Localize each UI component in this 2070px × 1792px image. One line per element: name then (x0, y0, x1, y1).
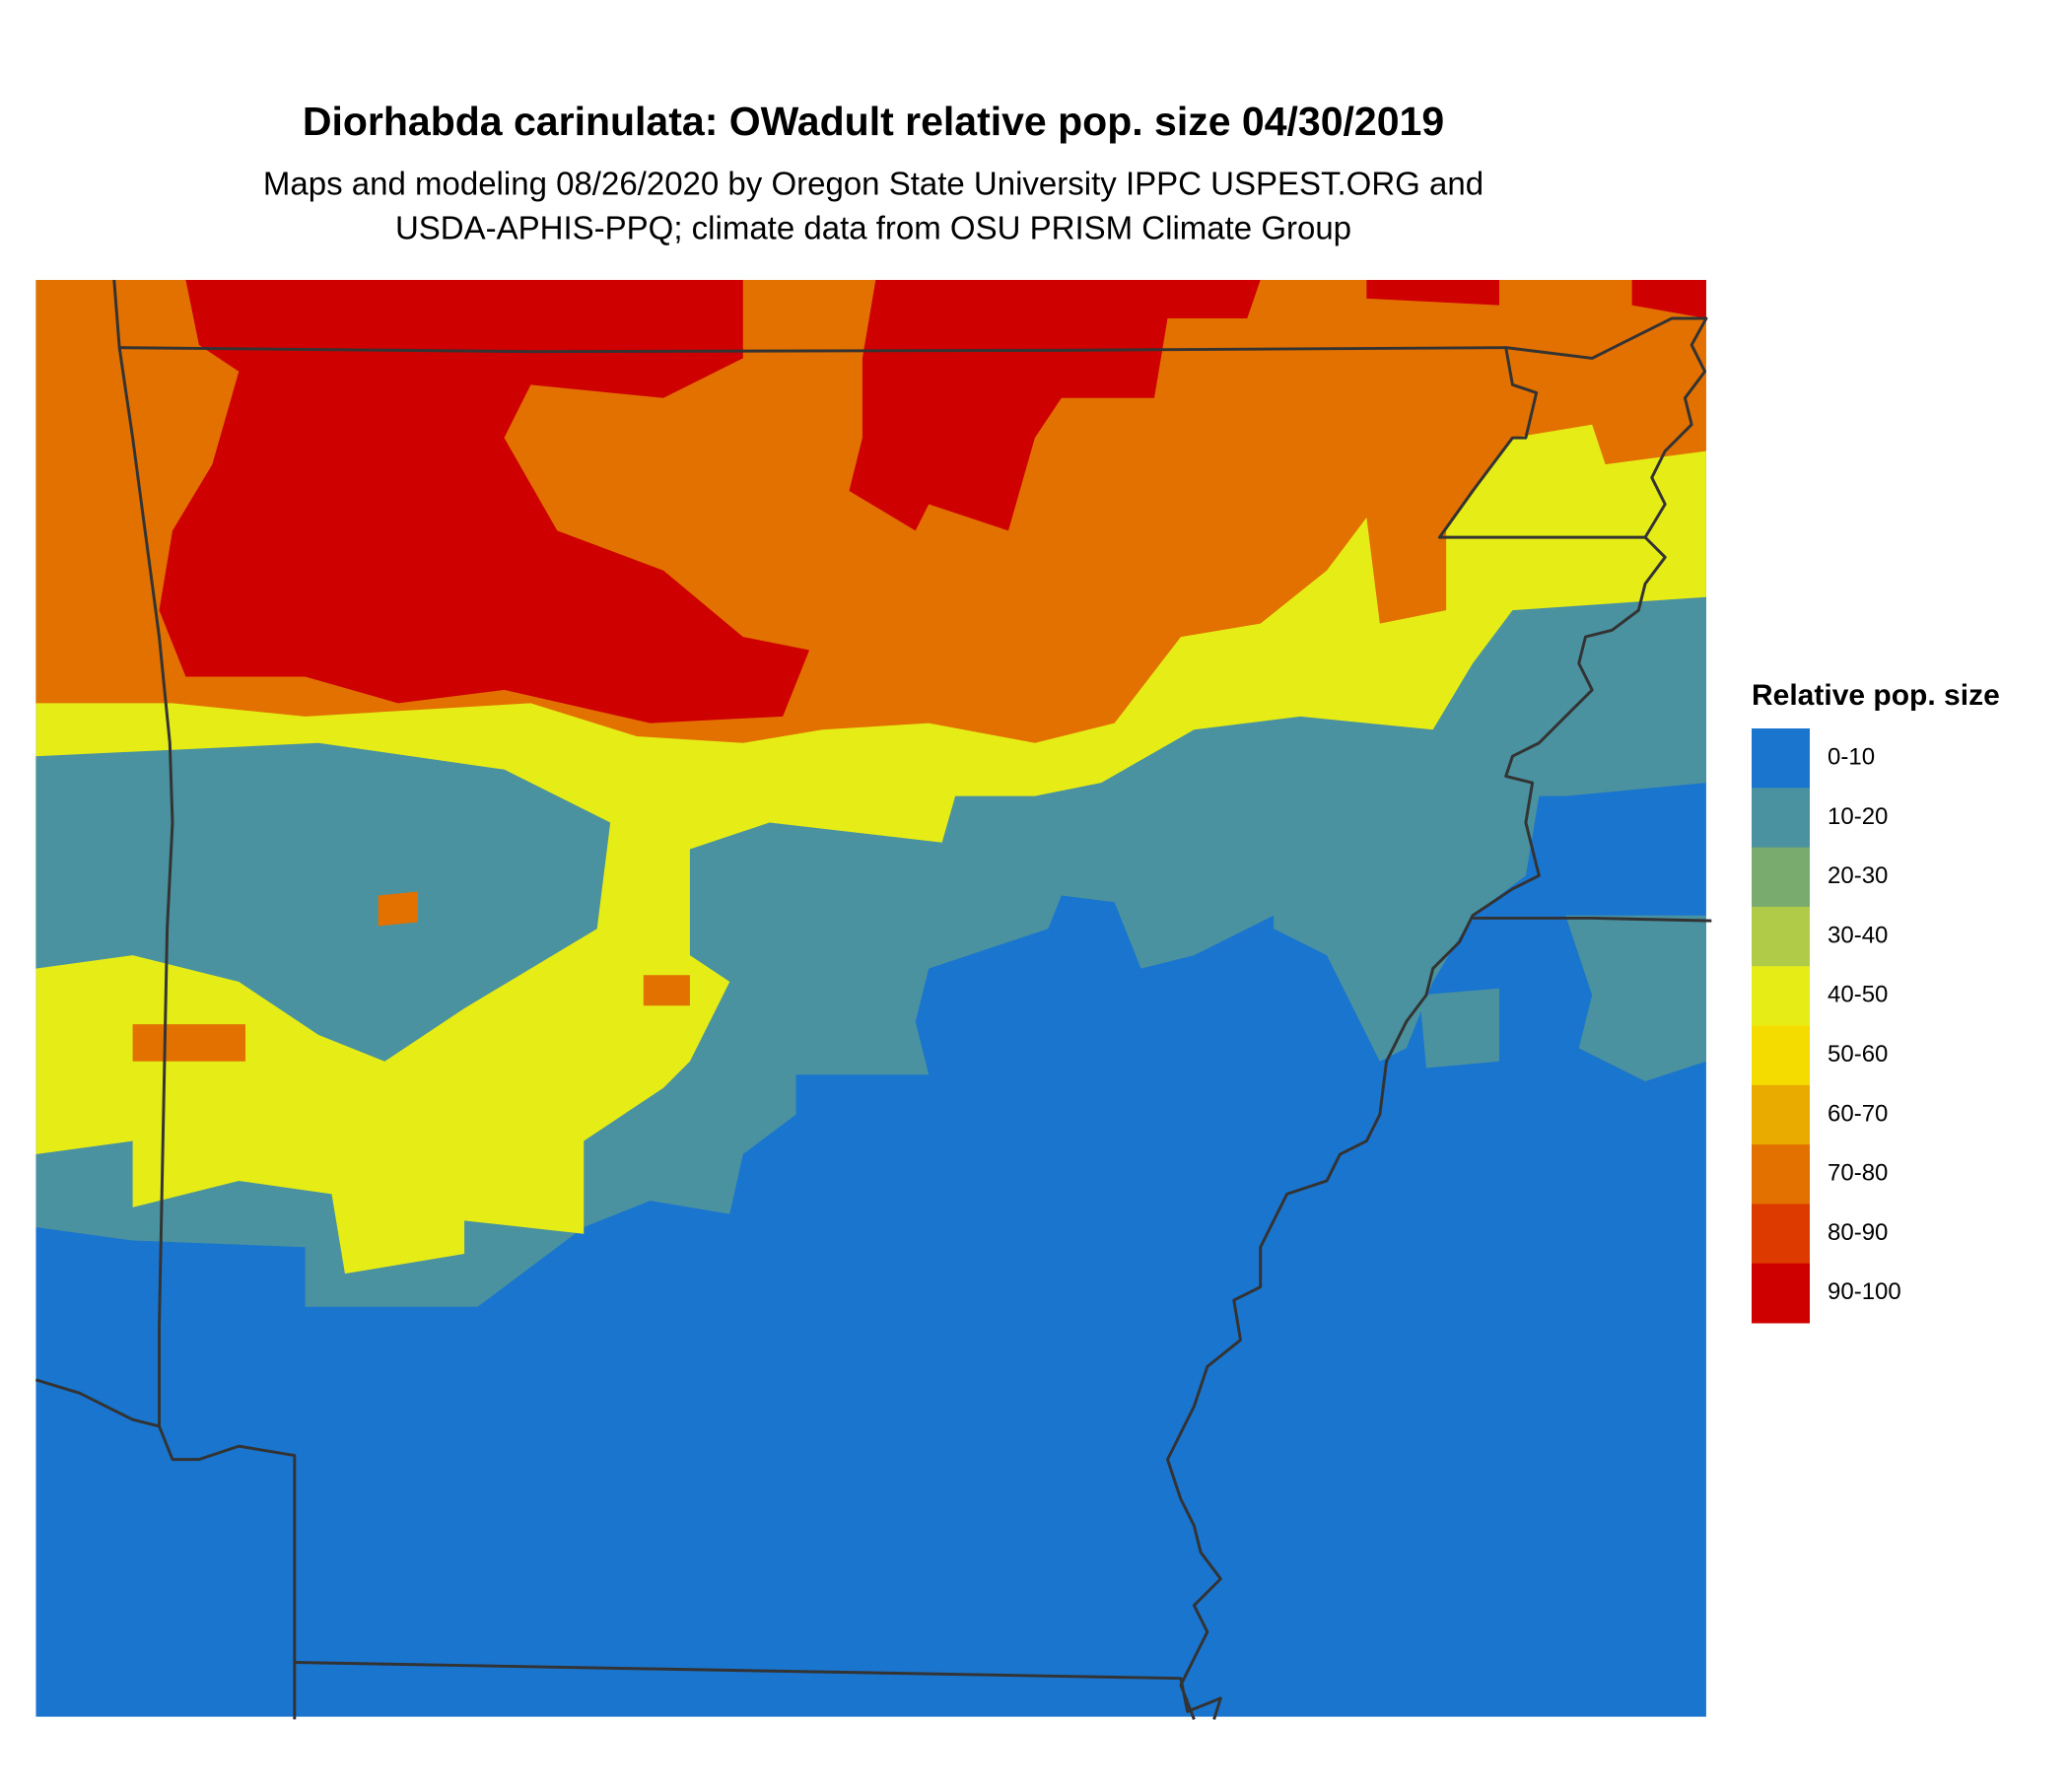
legend-swatch (1752, 1204, 1810, 1265)
title: Diorhabda carinulata: OWadult relative p… (303, 99, 1444, 144)
state-border (112, 279, 174, 1426)
legend-swatch (1752, 1084, 1810, 1145)
region (159, 280, 810, 724)
region (1419, 988, 1499, 1068)
legend-swatch (1752, 906, 1810, 967)
legend-swatch (1752, 1263, 1810, 1324)
legend-label: 30-40 (1828, 922, 1888, 948)
state-border (1473, 916, 1712, 923)
region (1565, 915, 1706, 1081)
legend-swatch (1752, 1025, 1810, 1086)
legend-swatch (1752, 728, 1810, 789)
legend-label: 90-100 (1828, 1278, 1901, 1305)
subtitle-line: Maps and modeling 08/26/2020 by Oregon S… (263, 166, 1484, 202)
state-border (1505, 316, 1708, 538)
legend-label: 40-50 (1828, 982, 1888, 1008)
legend-label: 10-20 (1828, 803, 1888, 830)
subtitle-line: USDA-APHIS-PPQ; climate data from OSU PR… (395, 210, 1351, 246)
state-border (294, 1661, 1222, 1720)
legend-label: 50-60 (1828, 1041, 1888, 1068)
legend-label: 60-70 (1828, 1100, 1888, 1127)
region (1631, 280, 1706, 319)
map (34, 279, 1712, 1720)
legend-swatch (1752, 788, 1810, 849)
region (1366, 280, 1499, 306)
region (378, 891, 418, 927)
legend-label: 20-30 (1828, 862, 1888, 889)
region (132, 1024, 246, 1062)
state-border (34, 1378, 297, 1720)
region (643, 975, 690, 1006)
state-border (119, 346, 1667, 1720)
legend-title: Relative pop. size (1752, 679, 2000, 712)
legend-swatch (1752, 847, 1810, 908)
legend: 0-10 10-20 20-30 30-40 40-50 50-60 60-70 70-80 8… (1752, 728, 1901, 1324)
legend-swatch (1752, 1144, 1810, 1205)
legend-label: 70-80 (1828, 1160, 1888, 1187)
region (35, 742, 611, 1062)
region (849, 280, 1261, 531)
legend-swatch (1752, 966, 1810, 1026)
legend-label: 80-90 (1828, 1219, 1888, 1246)
legend-label: 0-10 (1828, 743, 1875, 770)
